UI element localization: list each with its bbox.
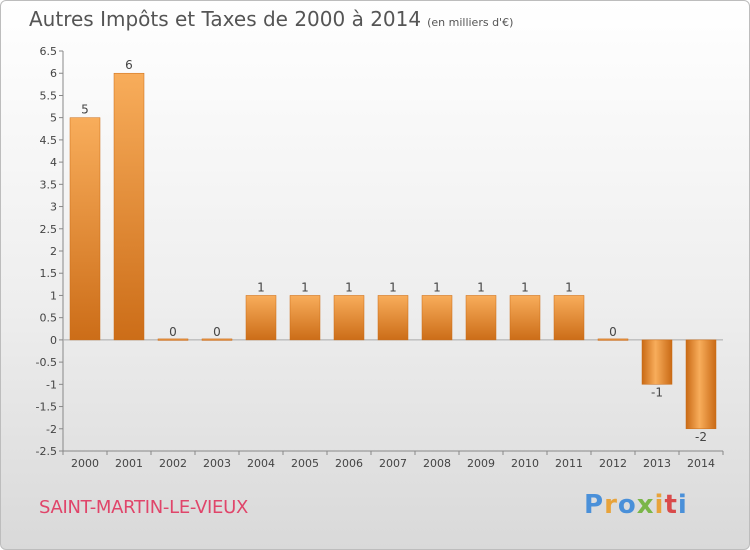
axes: 6.5 6 5.5 5 4.5 4 3.5 3 2.5 2 1.5 1 0.5 0 -0.5 -1 -1.5 -2…	[36, 45, 724, 470]
y-tick-label: -2.5	[36, 445, 57, 458]
logo-letter: x	[636, 490, 655, 520]
data-labels: 5 6 0 0 1 1 1 1 1 1 1 1 0 -1 -2	[81, 58, 707, 444]
bar-2000	[69, 117, 101, 341]
x-tick-label: 2005	[291, 457, 319, 470]
x-tick-label: 2000	[71, 457, 99, 470]
data-label-2012: 0	[609, 325, 617, 339]
chart-title-text: Autres Impôts et Taxes de 2000 à 2014	[29, 7, 422, 31]
x-tick-label: 2004	[247, 457, 275, 470]
bar-2001	[113, 72, 145, 341]
data-label-2008: 1	[433, 280, 441, 294]
y-tick-label: 6	[50, 67, 57, 80]
bar-2013	[641, 339, 673, 385]
y-tick-label: -2	[46, 423, 57, 436]
y-tick-label: 5.5	[40, 89, 58, 102]
y-tick-label: 6.5	[40, 45, 58, 58]
x-tick-label: 2014	[687, 457, 715, 470]
bar-2009	[465, 295, 497, 341]
y-tick-label: 0	[50, 334, 57, 347]
bar-2004	[245, 295, 277, 341]
bar-2003	[201, 338, 233, 341]
y-tick-label: 5	[50, 112, 57, 125]
chart-title: Autres Impôts et Taxes de 2000 à 2014 (en…	[29, 7, 513, 31]
x-tick-label: 2007	[379, 457, 407, 470]
bar-2002	[157, 338, 189, 341]
logo-letter: r	[604, 490, 618, 520]
data-label-2009: 1	[477, 280, 485, 294]
proxiti-logo[interactable]: Proxiti	[584, 490, 688, 520]
y-tick-label: 0.5	[40, 312, 58, 325]
data-label-2001: 6	[125, 58, 133, 72]
y-tick-label: 2.5	[40, 223, 58, 236]
bar-2007	[377, 295, 409, 341]
town-name: SAINT-MARTIN-LE-VIEUX	[39, 497, 249, 518]
y-tick-label: 2	[50, 245, 57, 258]
bars	[69, 72, 717, 430]
chart-unit: (en milliers d'€)	[427, 16, 514, 29]
x-tick-label: 2003	[203, 457, 231, 470]
data-label-2011: 1	[565, 280, 573, 294]
logo-letter: o	[617, 490, 637, 520]
bar-2012	[597, 338, 629, 341]
data-label-2004: 1	[257, 280, 265, 294]
data-label-2002: 0	[169, 325, 177, 339]
x-tick-label: 2010	[511, 457, 539, 470]
logo-letter: t	[664, 490, 678, 520]
data-label-2013: -1	[651, 385, 663, 399]
y-tick-label: -1.5	[36, 401, 57, 414]
y-tick-label: 4.5	[40, 134, 58, 147]
bar-2010	[509, 295, 541, 341]
x-tick-label: 2006	[335, 457, 363, 470]
y-tick-label: 3	[50, 201, 57, 214]
y-tick-label: 1.5	[40, 267, 58, 280]
data-label-2000: 5	[81, 103, 89, 117]
data-label-2006: 1	[345, 280, 353, 294]
y-tick-label: -1	[46, 378, 57, 391]
data-label-2005: 1	[301, 280, 309, 294]
x-tick-label: 2013	[643, 457, 671, 470]
logo-letter: i	[677, 490, 688, 520]
data-label-2007: 1	[389, 280, 397, 294]
y-tick-label: -0.5	[36, 356, 57, 369]
data-label-2014: -2	[695, 430, 707, 444]
bar-2005	[289, 295, 321, 341]
bar-2006	[333, 295, 365, 341]
bar-2014	[685, 339, 717, 430]
x-tick-label: 2001	[115, 457, 143, 470]
x-tick-label: 2012	[599, 457, 627, 470]
data-label-2010: 1	[521, 280, 529, 294]
y-tick-label: 1	[50, 289, 57, 302]
logo-letter: P	[584, 490, 605, 520]
x-tick-label: 2011	[555, 457, 583, 470]
x-tick-label: 2008	[423, 457, 451, 470]
x-tick-label: 2002	[159, 457, 187, 470]
data-label-2003: 0	[213, 325, 221, 339]
logo-letter: i	[654, 490, 665, 520]
x-tick-label: 2009	[467, 457, 495, 470]
y-tick-label: 3.5	[40, 178, 58, 191]
y-tick-label: 4	[50, 156, 57, 169]
bar-2011	[553, 295, 585, 341]
bar-2008	[421, 295, 453, 341]
